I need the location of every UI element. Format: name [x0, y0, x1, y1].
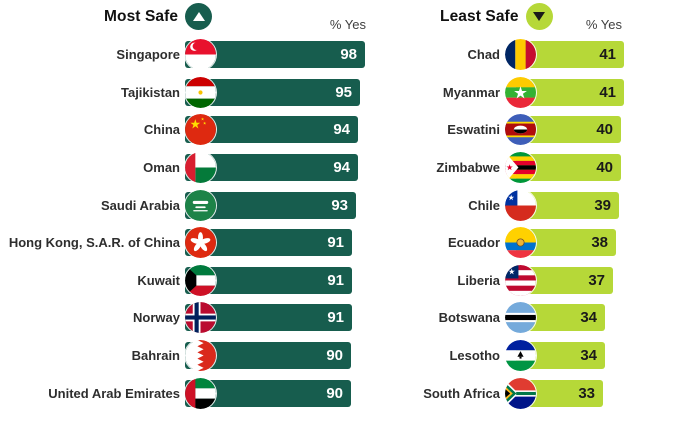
flag-eswatini-icon	[505, 114, 536, 146]
country-label: Kuwait	[137, 272, 180, 288]
flag-chile-icon	[505, 189, 536, 221]
bar-row: Oman 94	[0, 149, 380, 187]
value-label: 94	[333, 159, 350, 177]
triangle-up-glyph	[192, 12, 205, 21]
value-label: 38	[591, 234, 608, 252]
bar-row: Kuwait 91	[0, 262, 380, 300]
flag-saudi-arabia-icon	[185, 189, 216, 221]
value-label: 93	[331, 196, 348, 214]
country-label: Lesotho	[449, 348, 500, 364]
country-label: China	[143, 122, 180, 138]
flag-botswana-icon	[505, 302, 536, 334]
most-safe-percent-yes-label: % Yes	[329, 17, 366, 32]
country-label: Tajikistan	[120, 84, 180, 100]
most-safe-header: Most Safe	[104, 3, 213, 30]
flag-uae-icon	[185, 377, 216, 409]
country-label: Bahrain	[131, 348, 180, 364]
flag-lesotho-icon	[505, 340, 536, 372]
bar-row: Bahrain 90	[0, 337, 380, 375]
bar-row: Saudi Arabia 93	[0, 186, 380, 224]
country-label: Liberia	[457, 272, 500, 288]
bar-row: Chad 41	[390, 36, 695, 74]
value-label: 95	[335, 83, 352, 101]
bar-row: Singapore 98	[0, 36, 380, 74]
flag-tajikistan-icon	[185, 76, 216, 108]
triangle-down-icon	[525, 3, 553, 30]
value-label: 91	[327, 234, 344, 252]
country-label: Botswana	[438, 310, 500, 326]
country-label: Chile	[468, 197, 500, 213]
flag-bahrain-icon	[185, 340, 216, 372]
bar-row: South Africa 33	[390, 374, 695, 412]
flag-chad-icon	[505, 39, 536, 71]
flag-myanmar-icon	[505, 76, 536, 108]
country-label: Myanmar	[442, 84, 500, 100]
least-safe-header: Least Safe	[440, 3, 553, 30]
country-label: Singapore	[116, 47, 180, 63]
value-label: 90	[326, 347, 343, 365]
value-bar: 41	[516, 41, 624, 69]
most-safe-title: Most Safe	[104, 7, 179, 25]
flag-norway-icon	[185, 302, 216, 334]
least-safe-bar-list: Chad 41 Myanmar 41 Eswatini 40 Zimbabwe 40 Chile…	[390, 36, 695, 412]
country-label: Hong Kong, S.A.R. of China	[8, 235, 180, 251]
bar-row: Hong Kong, S.A.R. of China 91	[0, 224, 380, 262]
flag-hong-kong-icon	[185, 227, 216, 259]
bar-row: Zimbabwe 40	[390, 149, 695, 187]
value-label: 98	[340, 46, 357, 64]
value-label: 34	[580, 309, 597, 327]
country-label: South Africa	[423, 385, 500, 401]
bar-row: Tajikistan 95	[0, 74, 380, 112]
flag-ecuador-icon	[505, 227, 536, 259]
bar-row: China 94	[0, 111, 380, 149]
value-label: 91	[327, 271, 344, 289]
value-bar: 98	[185, 41, 365, 69]
country-label: Ecuador	[447, 235, 500, 251]
value-label: 41	[599, 83, 616, 101]
flag-china-icon	[185, 114, 216, 146]
bar-row: United Arab Emirates 90	[0, 374, 380, 412]
bar-row: Liberia 37	[390, 262, 695, 300]
least-safe-panel: Least Safe % Yes Chad 41 Myanmar 41 Eswatini…	[390, 0, 695, 433]
value-bar: 94	[185, 116, 358, 144]
country-label: Saudi Arabia	[101, 197, 180, 213]
flag-south-africa-icon	[505, 377, 536, 409]
flag-oman-icon	[185, 152, 216, 184]
bar-row: Eswatini 40	[390, 111, 695, 149]
flag-singapore-icon	[185, 39, 216, 71]
value-label: 40	[596, 159, 613, 177]
country-label: Norway	[133, 310, 180, 326]
value-bar: 40	[516, 116, 621, 144]
bar-row: Chile 39	[390, 186, 695, 224]
value-label: 94	[333, 121, 350, 139]
value-label: 41	[599, 46, 616, 64]
triangle-up-icon	[185, 3, 213, 30]
country-label: Zimbabwe	[436, 160, 500, 176]
value-label: 39	[594, 196, 611, 214]
bar-row: Ecuador 38	[390, 224, 695, 262]
most-safe-panel: Most Safe % Yes Singapore 98 Tajikistan 95 C…	[0, 3, 380, 412]
bar-row: Norway 91	[0, 299, 380, 337]
flag-zimbabwe-icon	[505, 152, 536, 184]
value-label: 37	[588, 271, 605, 289]
triangle-down-glyph	[533, 12, 546, 21]
bar-row: Lesotho 34	[390, 337, 695, 375]
flag-liberia-icon	[505, 264, 536, 296]
bar-row: Myanmar 41	[390, 74, 695, 112]
value-label: 90	[326, 384, 343, 402]
least-safe-title: Least Safe	[440, 7, 519, 25]
flag-kuwait-icon	[185, 264, 216, 296]
value-label: 33	[578, 384, 595, 402]
value-label: 40	[596, 121, 613, 139]
least-safe-percent-yes-label: % Yes	[585, 17, 622, 32]
most-safe-bar-list: Singapore 98 Tajikistan 95 China 94 Oman 94 Saud…	[0, 36, 380, 412]
bar-row: Botswana 34	[390, 299, 695, 337]
country-label: Oman	[143, 160, 180, 176]
country-label: Eswatini	[447, 122, 500, 138]
country-label: Chad	[467, 47, 501, 63]
value-label: 91	[327, 309, 344, 327]
value-label: 34	[580, 347, 597, 365]
country-label: United Arab Emirates	[48, 385, 180, 401]
